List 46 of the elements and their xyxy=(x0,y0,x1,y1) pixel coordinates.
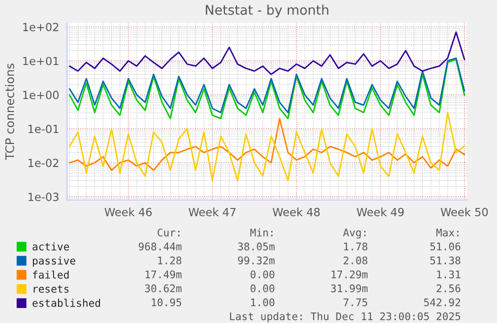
text: 968.44m xyxy=(138,242,182,250)
legend-label: established xyxy=(32,298,100,307)
text: 0.00 xyxy=(250,284,274,292)
x-tick-label: Week 47 xyxy=(188,208,236,216)
text: Avg: xyxy=(343,228,366,238)
text: 1.78 xyxy=(344,242,368,250)
text: 30.62m xyxy=(145,284,182,292)
text: 31.99m xyxy=(331,284,368,292)
x-tick-label: Week 49 xyxy=(356,208,404,216)
line-series xyxy=(68,118,466,171)
x-tick-label: Week 48 xyxy=(272,208,320,216)
text: 0.00 xyxy=(250,270,274,278)
text: Max: xyxy=(436,228,458,236)
text: 51.06 xyxy=(430,242,460,250)
text: 1.28 xyxy=(158,256,182,264)
text: 38.05m xyxy=(238,242,275,250)
chart-title: Netstat - by month xyxy=(206,4,328,18)
legend-label: failed xyxy=(32,270,69,279)
y-tick-label: 1e+02 xyxy=(23,22,58,32)
text: 51.38 xyxy=(430,256,460,264)
text: 99.32m xyxy=(238,256,275,264)
text: 2.08 xyxy=(344,256,368,264)
text: Cur: xyxy=(158,228,180,236)
text: 542.92 xyxy=(424,298,460,306)
line-series xyxy=(68,112,466,182)
y-tick-label: 1e+01 xyxy=(23,56,58,66)
y-tick-label: 1e-03 xyxy=(28,192,58,202)
text: 17.49m xyxy=(146,270,182,278)
y-tick-label: 1e-01 xyxy=(28,124,58,134)
x-tick-label: Week 46 xyxy=(104,208,152,216)
legend-label: passive xyxy=(32,256,76,267)
text: 7.75 xyxy=(344,298,368,306)
y-axis-title: TCP connections xyxy=(5,64,14,160)
legend-label: active xyxy=(32,242,69,250)
y-tick-label: 1e+00 xyxy=(23,90,59,100)
text: Last update: Thu Dec 11 23:00:05 2025 xyxy=(230,312,460,322)
text: 2.56 xyxy=(436,284,460,292)
text: 1.00 xyxy=(251,298,274,306)
text: Min: xyxy=(250,228,272,236)
x-tick-label: Week 50 xyxy=(440,208,488,216)
text: 17.29m xyxy=(332,270,368,278)
text: 1.31 xyxy=(437,270,460,278)
legend-label: resets xyxy=(34,285,69,293)
text: 10.95 xyxy=(152,298,182,306)
line-series xyxy=(68,31,466,76)
y-tick-label: 1e-02 xyxy=(28,158,58,168)
